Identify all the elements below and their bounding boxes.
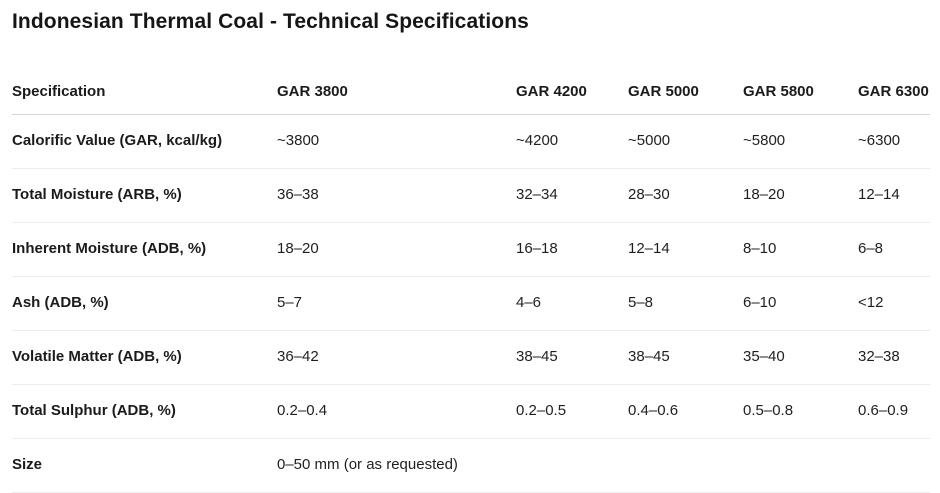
table-cell: 16–18 xyxy=(516,222,628,277)
table-cell: ~6300 xyxy=(858,114,930,169)
table-cell: 6–8 xyxy=(858,222,930,277)
table-row-size: Size 0–50 mm (or as requested) xyxy=(12,438,930,493)
row-label: Calorific Value (GAR, kcal/kg) xyxy=(12,114,277,169)
header-row: Specification GAR 3800 GAR 4200 GAR 5000… xyxy=(12,70,930,115)
row-label: Total Sulphur (ADB, %) xyxy=(12,384,277,439)
table-cell: 32–34 xyxy=(516,168,628,223)
header-cell-specification: Specification xyxy=(12,70,277,115)
header-cell-gar-6300: GAR 6300 xyxy=(858,70,930,115)
row-label: Total Moisture (ARB, %) xyxy=(12,168,277,223)
header-cell-gar-5000: GAR 5000 xyxy=(628,70,743,115)
table-row-total-sulphur: Total Sulphur (ADB, %) 0.2–0.4 0.2–0.5 0… xyxy=(12,384,930,439)
table-cell: 36–38 xyxy=(277,168,516,223)
header-cell-gar-3800: GAR 3800 xyxy=(277,70,516,115)
table-cell: <12 xyxy=(858,276,930,331)
table-cell xyxy=(628,438,743,493)
table-cell: 28–30 xyxy=(628,168,743,223)
table-cell: 38–45 xyxy=(628,330,743,385)
table-cell: 5–7 xyxy=(277,276,516,331)
row-label: Size xyxy=(12,438,277,493)
table-cell: 0.6–0.9 xyxy=(858,384,930,439)
table-cell: 32–38 xyxy=(858,330,930,385)
row-label: Volatile Matter (ADB, %) xyxy=(12,330,277,385)
table-row-inherent-moisture: Inherent Moisture (ADB, %) 18–20 16–18 1… xyxy=(12,222,930,277)
header-cell-gar-5800: GAR 5800 xyxy=(743,70,858,115)
table-cell: 5–8 xyxy=(628,276,743,331)
table-row-ash: Ash (ADB, %) 5–7 4–6 5–8 6–10 <12 xyxy=(12,276,930,331)
row-label: Inherent Moisture (ADB, %) xyxy=(12,222,277,277)
table-cell: 4–6 xyxy=(516,276,628,331)
table-cell: ~3800 xyxy=(277,114,516,169)
table-row-volatile-matter: Volatile Matter (ADB, %) 36–42 38–45 38–… xyxy=(12,330,930,385)
table-cell: 0–50 mm (or as requested) xyxy=(277,438,516,493)
table-cell: 38–45 xyxy=(516,330,628,385)
page: Indonesian Thermal Coal - Technical Spec… xyxy=(0,8,940,493)
table-cell: 12–14 xyxy=(628,222,743,277)
table-cell: 0.5–0.8 xyxy=(743,384,858,439)
table-body: Calorific Value (GAR, kcal/kg) ~3800 ~42… xyxy=(12,114,930,493)
row-label: Ash (ADB, %) xyxy=(12,276,277,331)
table-header: Specification GAR 3800 GAR 4200 GAR 5000… xyxy=(12,70,930,115)
table-cell: 18–20 xyxy=(743,168,858,223)
table-cell: 35–40 xyxy=(743,330,858,385)
table-cell: 0.2–0.4 xyxy=(277,384,516,439)
header-cell-gar-4200: GAR 4200 xyxy=(516,70,628,115)
table-cell: 0.2–0.5 xyxy=(516,384,628,439)
table-cell: 12–14 xyxy=(858,168,930,223)
table-row-calorific-value: Calorific Value (GAR, kcal/kg) ~3800 ~42… xyxy=(12,114,930,169)
specifications-table: Specification GAR 3800 GAR 4200 GAR 5000… xyxy=(12,70,930,493)
table-cell xyxy=(743,438,858,493)
table-cell: ~4200 xyxy=(516,114,628,169)
table-cell: 36–42 xyxy=(277,330,516,385)
table-cell: ~5000 xyxy=(628,114,743,169)
table-row-total-moisture: Total Moisture (ARB, %) 36–38 32–34 28–3… xyxy=(12,168,930,223)
table-cell xyxy=(858,438,930,493)
page-title: Indonesian Thermal Coal - Technical Spec… xyxy=(12,10,529,33)
table-cell xyxy=(516,438,628,493)
table-cell: 18–20 xyxy=(277,222,516,277)
table-cell: 6–10 xyxy=(743,276,858,331)
table-cell: ~5800 xyxy=(743,114,858,169)
table-cell: 0.4–0.6 xyxy=(628,384,743,439)
table-cell: 8–10 xyxy=(743,222,858,277)
